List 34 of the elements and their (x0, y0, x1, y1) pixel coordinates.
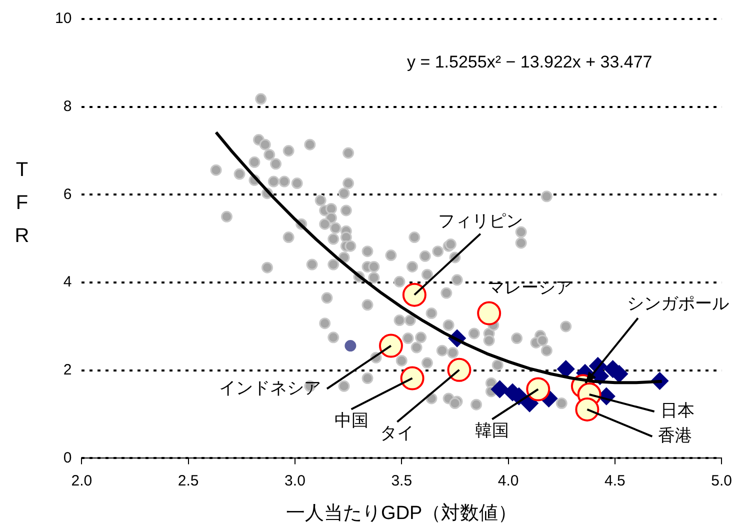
point (447, 358, 472, 382)
y-tick-label: 6 (63, 186, 72, 203)
annotation: 韓国 (475, 420, 510, 440)
annotation: フィリピン (438, 212, 523, 231)
point (575, 397, 600, 422)
y-axis-title: TFR (14, 159, 30, 248)
annotation: 日本 (660, 401, 694, 420)
y-tick-label: 8 (63, 98, 72, 115)
x-axis-title: 一人当たりGDP（対数値） (286, 502, 518, 524)
x-tick-label: 3.5 (391, 472, 412, 490)
y-tick-label: 2 (63, 362, 72, 378)
point (402, 282, 426, 307)
point (477, 301, 502, 326)
x-tick-label: 2.5 (178, 472, 199, 490)
y-tick-label: 0 (63, 449, 72, 466)
annotation: y = 1.5255x² − 13.922x + 33.477 (406, 52, 652, 72)
x-tick-label: 5.0 (711, 472, 732, 490)
y-tick-label: 4 (63, 274, 72, 291)
point (344, 340, 356, 352)
y-tick-label: 10 (54, 10, 72, 28)
annotation: 中国 (334, 410, 368, 430)
x-tick-label: 2.0 (71, 472, 92, 490)
annotation: インドネシア (218, 378, 321, 398)
annotation: 香港 (658, 426, 692, 446)
point (378, 334, 403, 358)
x-tick-label: 4.0 (498, 472, 519, 490)
annotation: シンガポール (626, 294, 729, 313)
point (557, 360, 575, 378)
annotation: タイ (380, 424, 414, 443)
point (400, 366, 424, 390)
point (490, 380, 508, 398)
x-tick-label: 4.5 (604, 472, 626, 490)
x-tick-label: 3.0 (284, 472, 306, 490)
point (526, 377, 550, 402)
